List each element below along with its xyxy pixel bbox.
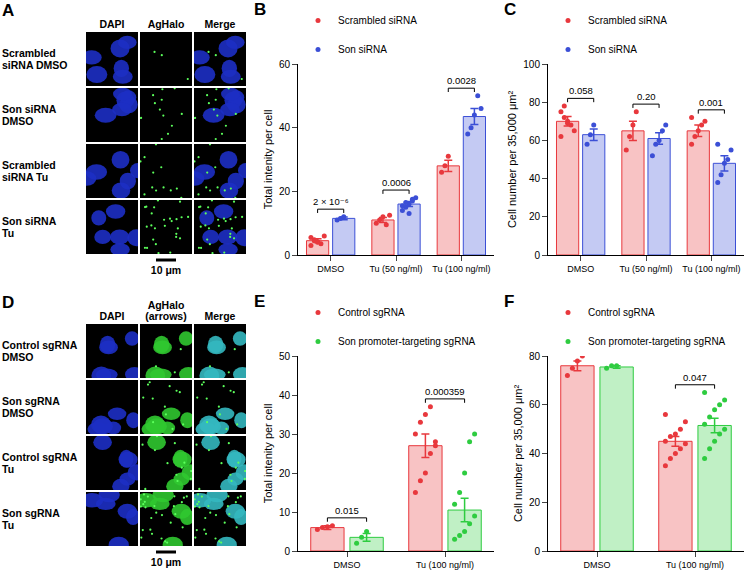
svg-text:80: 80 xyxy=(529,97,541,108)
svg-text:40: 40 xyxy=(529,173,541,184)
svg-text:Tu (100 ng/ml): Tu (100 ng/ml) xyxy=(416,560,474,570)
svg-text:Control sgRNA: Control sgRNA xyxy=(588,307,655,318)
svg-text:20: 20 xyxy=(279,468,291,479)
svg-text:Merge: Merge xyxy=(205,310,236,322)
svg-text:80: 80 xyxy=(529,351,541,362)
svg-text:DMSO: DMSO xyxy=(567,264,594,274)
svg-text:Tu: Tu xyxy=(2,519,14,531)
svg-text:0: 0 xyxy=(534,546,540,557)
svg-text:0.0028: 0.0028 xyxy=(447,75,476,86)
svg-text:AgHalo: AgHalo xyxy=(147,299,185,311)
svg-text:20: 20 xyxy=(279,186,291,197)
svg-text:40: 40 xyxy=(279,122,291,133)
html-text:F: F xyxy=(504,292,515,311)
svg-text:0: 0 xyxy=(284,546,290,557)
svg-text:DMSO: DMSO xyxy=(317,264,344,274)
svg-text:DMSO: DMSO xyxy=(2,351,34,363)
svg-text:Son siRNA: Son siRNA xyxy=(2,215,57,227)
svg-text:60: 60 xyxy=(279,59,291,70)
svg-text:60: 60 xyxy=(529,135,541,146)
svg-text:Son promoter-targeting sgRNA: Son promoter-targeting sgRNA xyxy=(338,336,476,347)
svg-text:40: 40 xyxy=(279,390,291,401)
svg-text:DMSO: DMSO xyxy=(584,560,611,570)
svg-text:Son promoter-targeting sgRNA: Son promoter-targeting sgRNA xyxy=(588,336,726,347)
svg-text:2 × 10⁻⁶: 2 × 10⁻⁶ xyxy=(313,196,349,207)
svg-text:50: 50 xyxy=(279,351,291,362)
svg-text:D: D xyxy=(2,293,14,312)
svg-text:10 μm: 10 μm xyxy=(151,264,181,276)
svg-text:DAPI: DAPI xyxy=(99,310,124,322)
svg-text:30: 30 xyxy=(279,429,291,440)
svg-text:0.047: 0.047 xyxy=(683,372,707,383)
svg-text:Son siRNA: Son siRNA xyxy=(588,44,637,55)
svg-text:0: 0 xyxy=(284,250,290,261)
svg-text:0.20: 0.20 xyxy=(637,91,656,102)
svg-text:Total intenity per cell: Total intenity per cell xyxy=(262,110,274,210)
svg-text:DMSO: DMSO xyxy=(334,560,361,570)
svg-text:Scrambled siRNA: Scrambled siRNA xyxy=(588,15,667,26)
svg-text:DAPI: DAPI xyxy=(99,18,124,30)
svg-text:20: 20 xyxy=(529,211,541,222)
svg-text:siRNA Tu: siRNA Tu xyxy=(2,171,48,183)
svg-text:Scrambled: Scrambled xyxy=(2,47,56,59)
svg-text:Total intenity per cell: Total intenity per cell xyxy=(262,404,274,504)
svg-text:10 μm: 10 μm xyxy=(151,556,181,568)
svg-text:Tu: Tu xyxy=(2,227,14,239)
svg-text:Scrambled siRNA: Scrambled siRNA xyxy=(338,15,417,26)
svg-text:Tu (50 ng/ml): Tu (50 ng/ml) xyxy=(369,264,422,274)
svg-text:0: 0 xyxy=(534,250,540,261)
svg-text:Control sgRNA: Control sgRNA xyxy=(2,339,78,351)
html-text:C: C xyxy=(504,0,517,19)
svg-text:0.058: 0.058 xyxy=(569,85,593,96)
svg-text:Tu (100 ng/ml): Tu (100 ng/ml) xyxy=(682,264,740,274)
svg-text:0.0006: 0.0006 xyxy=(382,177,411,188)
svg-text:40: 40 xyxy=(529,448,541,459)
svg-text:(arrows): (arrows) xyxy=(145,310,186,322)
svg-text:AgHalo: AgHalo xyxy=(148,18,185,30)
svg-text:Tu (100 ng/ml): Tu (100 ng/ml) xyxy=(432,264,490,274)
svg-text:0.015: 0.015 xyxy=(335,505,359,516)
svg-text:Son sgRNA: Son sgRNA xyxy=(2,395,60,407)
svg-text:Control sgRNA: Control sgRNA xyxy=(338,307,405,318)
svg-text:Tu (100 ng/ml): Tu (100 ng/ml) xyxy=(666,560,724,570)
svg-text:Scrambled: Scrambled xyxy=(2,159,56,171)
svg-text:0.001: 0.001 xyxy=(699,97,723,108)
svg-text:DMSO: DMSO xyxy=(2,115,34,127)
svg-text:Son siRNA: Son siRNA xyxy=(338,44,387,55)
svg-text:Son sgRNA: Son sgRNA xyxy=(2,507,60,519)
svg-text:20: 20 xyxy=(529,497,541,508)
svg-text:Cell number per 35,000 μm²: Cell number per 35,000 μm² xyxy=(512,385,524,523)
svg-text:Cell number per 35,000 μm²: Cell number per 35,000 μm² xyxy=(506,91,518,229)
html-text:E: E xyxy=(254,292,266,311)
svg-text:Merge: Merge xyxy=(205,18,236,30)
svg-text:Tu: Tu xyxy=(2,463,14,475)
svg-text:100: 100 xyxy=(523,59,540,70)
svg-text:0.000359: 0.000359 xyxy=(425,386,465,397)
svg-text:Tu (50 ng/ml): Tu (50 ng/ml) xyxy=(619,264,672,274)
svg-text:Son siRNA: Son siRNA xyxy=(2,103,57,115)
svg-text:Control sgRNA: Control sgRNA xyxy=(2,451,78,463)
svg-text:60: 60 xyxy=(529,399,541,410)
svg-text:siRNA DMSO: siRNA DMSO xyxy=(2,59,68,71)
svg-text:DMSO: DMSO xyxy=(2,407,34,419)
svg-text:A: A xyxy=(2,1,14,20)
html-text:B: B xyxy=(254,0,267,19)
svg-text:10: 10 xyxy=(279,507,291,518)
